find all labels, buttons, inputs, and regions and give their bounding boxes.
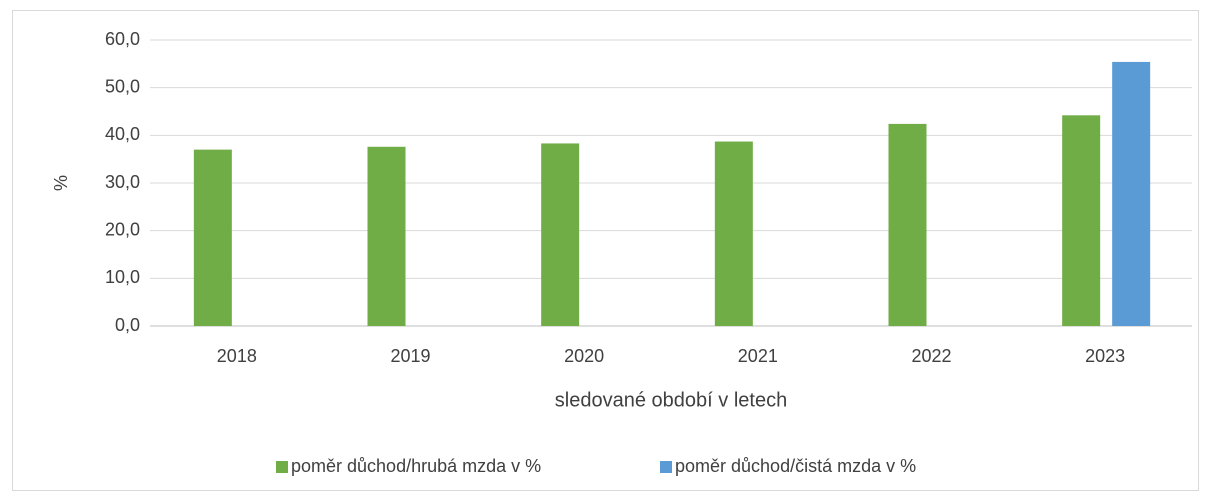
y-tick-label: 20,0	[105, 219, 140, 239]
legend-label: poměr důchod/čistá mzda v %	[675, 456, 916, 476]
x-tick-label: 2018	[217, 346, 257, 366]
legend-swatch	[276, 461, 288, 473]
y-tick-label: 30,0	[105, 172, 140, 192]
x-tick-label: 2022	[911, 346, 951, 366]
y-tick-label: 40,0	[105, 124, 140, 144]
y-tick-label: 50,0	[105, 76, 140, 96]
bar	[193, 149, 232, 326]
x-tick-label: 2020	[564, 346, 604, 366]
chart-border	[12, 10, 1199, 491]
bar	[1062, 115, 1101, 327]
y-tick-label: 10,0	[105, 267, 140, 287]
legend-swatch	[660, 461, 672, 473]
x-tick-label: 2023	[1085, 346, 1125, 366]
legend-label: poměr důchod/hrubá mzda v %	[291, 456, 541, 476]
x-tick-label: 2019	[390, 346, 430, 366]
y-axis-title: %	[51, 175, 71, 191]
y-tick-label: 60,0	[105, 29, 140, 49]
bar	[1112, 61, 1151, 326]
y-tick-label: 0,0	[115, 315, 140, 335]
bar	[888, 123, 927, 326]
bar	[367, 146, 406, 326]
bar	[541, 143, 580, 326]
x-axis-title: sledované období v letech	[555, 389, 787, 411]
bar	[714, 141, 753, 326]
x-tick-label: 2021	[738, 346, 778, 366]
